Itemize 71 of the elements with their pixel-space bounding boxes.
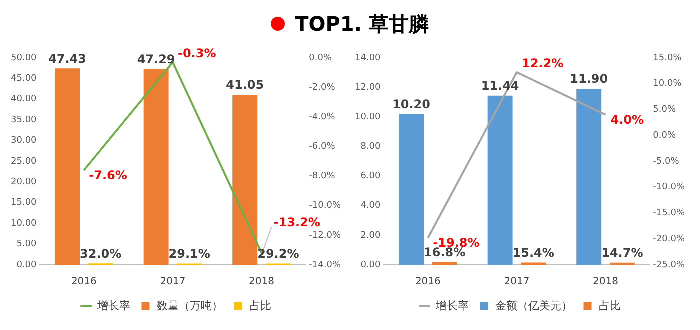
y2-tick-label: -4.0% [309,112,336,122]
y2-tick-label: -8.0% [309,172,336,182]
y2-tick-label: 0.0% [653,130,676,141]
data-label: -7.6% [89,168,128,182]
text: TOP1. 草甘膦 [295,10,429,38]
y-tick-label: 30.00 [11,136,38,146]
y2-tick-label: -10.0% [653,182,686,193]
bar [488,96,513,265]
legend-label: 金额（亿美元） [495,299,572,312]
data-label: 12.2% [522,56,564,71]
bar [55,68,80,265]
y2-tick-label: 0.0% [309,53,332,64]
bar [399,114,424,265]
data-label: 32.0% [80,246,122,261]
y2-tick-label: 10.0% [653,79,682,90]
x-tick-label: 2017 [160,276,186,288]
y2-tick-label: -5.0% [653,156,680,167]
y-tick-label: 4.00 [360,201,382,212]
legend-label: 占比 [249,299,272,312]
bar [576,89,602,265]
y-tick-label: 0.00 [360,260,382,270]
data-label: 4.0% [610,113,644,128]
y-tick-label: 6.00 [360,172,382,182]
x-tick-label: 2018 [249,276,274,288]
y2-tick-label: -20.0% [653,234,686,244]
y-tick-label: 0.00 [16,260,38,270]
legend-label: 占比 [598,299,621,312]
y-tick-label: 14.00 [355,53,382,64]
y-tick-label: 10.00 [355,112,382,122]
y-tick-label: 25.00 [11,156,38,167]
data-label: 15.4% [512,246,554,260]
y-tick-label: 12.00 [355,82,382,93]
y2-tick-label: 15.0% [653,53,682,64]
y-tick-label: 5.00 [16,240,38,250]
data-label: 10.20 [392,97,430,112]
y2-tick-label: -25.0% [653,260,686,270]
y-tick-label: 15.00 [11,198,38,208]
data-label: 14.7% [602,246,644,260]
legend-label: 增长率 [434,299,469,312]
y-tick-label: 2.00 [360,230,382,241]
legend-label: 数量（万吨） [156,299,223,312]
y-tick-label: 50.00 [11,53,38,64]
data-label: 11.44 [481,78,520,93]
y2-tick-label: -10.0% [309,201,342,212]
data-label: 11.90 [570,72,608,86]
y2-tick-label: -14.0% [309,260,342,270]
y-tick-label: 40.00 [11,94,38,105]
legend-label: 增长率 [96,299,130,312]
data-label: 41.05 [226,78,264,92]
x-tick-label: 2018 [593,276,618,288]
data-label: -0.3% [178,46,216,61]
y2-tick-label: 5.0% [653,105,676,116]
y-tick-label: 8.00 [360,142,382,152]
y-tick-label: 20.00 [11,178,38,188]
bar [144,69,169,265]
x-tick-label: 2017 [504,276,530,288]
data-label: 29.2% [258,246,300,261]
y2-tick-label: -2.0% [309,82,336,93]
y-tick-label: 10.00 [11,218,38,229]
y2-tick-label: -12.0% [309,230,342,241]
data-label: 47.29 [137,52,176,66]
bar [232,95,258,265]
x-tick-label: 2016 [415,276,441,288]
data-label: -13.2% [274,215,320,230]
y2-tick-label: -15.0% [653,208,686,219]
data-label: 29.1% [168,246,210,261]
y-tick-label: 45.00 [11,74,38,84]
data-label: 47.43 [48,52,86,66]
x-tick-label: 2016 [71,276,97,288]
y-tick-label: 35.00 [11,115,38,126]
y2-tick-label: -6.0% [309,142,336,152]
